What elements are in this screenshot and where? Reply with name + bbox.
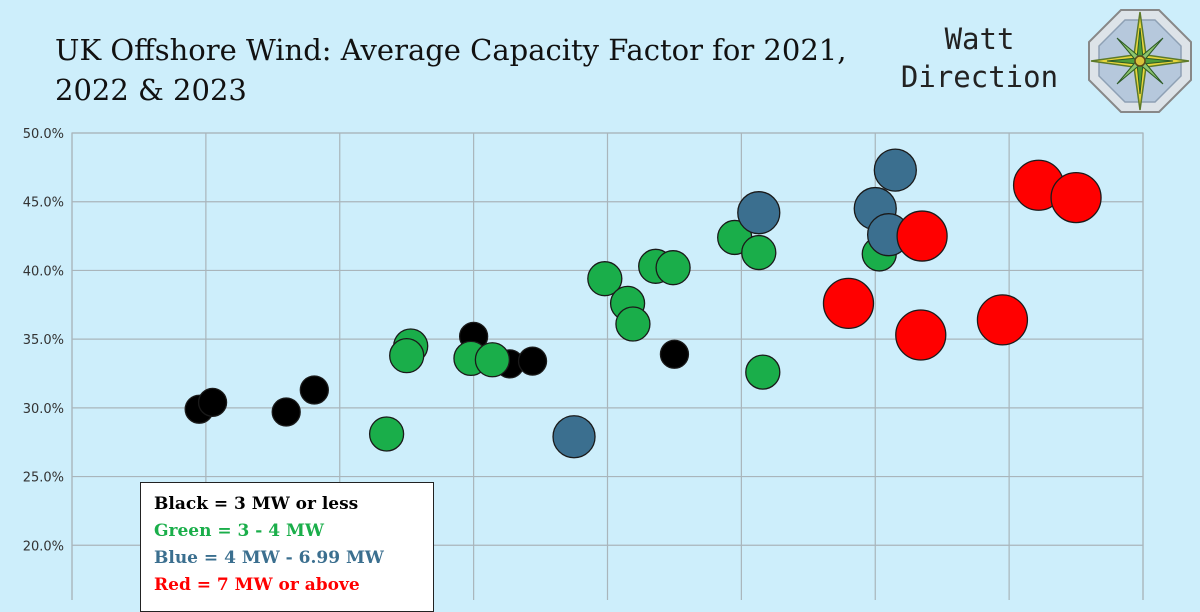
data-point bbox=[393, 328, 429, 364]
data-point bbox=[389, 337, 425, 374]
data-point bbox=[184, 394, 214, 424]
legend-item-red: Red = 7 MW or above bbox=[154, 575, 360, 595]
brand-line-1: Watt bbox=[944, 22, 1015, 56]
compass-rose-icon bbox=[1088, 9, 1192, 113]
y-tick-label: 50.0% bbox=[23, 127, 64, 142]
data-point bbox=[1050, 171, 1102, 224]
data-point bbox=[615, 306, 651, 342]
legend: Black = 3 MW or less Green = 3 - 4 MW Bl… bbox=[140, 482, 434, 612]
data-point bbox=[717, 219, 753, 256]
data-point bbox=[609, 285, 646, 322]
data-point bbox=[853, 186, 897, 231]
y-tick-label: 20.0% bbox=[23, 539, 64, 554]
data-point bbox=[587, 261, 623, 297]
y-axis-ticks: 15.0%20.0%25.0%30.0%35.0%40.0%45.0%50.0% bbox=[23, 127, 64, 554]
data-point bbox=[517, 346, 548, 376]
data-point bbox=[655, 250, 691, 286]
chart-title: UK Offshore Wind: Average Capacity Facto… bbox=[55, 33, 847, 107]
data-point bbox=[976, 294, 1029, 346]
y-tick-label: 25.0% bbox=[23, 471, 64, 486]
data-point bbox=[745, 354, 781, 390]
data-point bbox=[474, 342, 511, 378]
data-point bbox=[659, 339, 690, 369]
data-point bbox=[197, 387, 228, 418]
legend-item-black: Black = 3 MW or less bbox=[154, 494, 359, 514]
data-point bbox=[638, 248, 674, 284]
data-point bbox=[368, 416, 405, 452]
data-point bbox=[458, 321, 489, 352]
data-point bbox=[861, 236, 897, 272]
data-point bbox=[822, 277, 875, 330]
data-point bbox=[552, 415, 596, 459]
data-point bbox=[1012, 159, 1065, 211]
y-tick-label: 30.0% bbox=[23, 402, 64, 417]
data-point bbox=[866, 213, 911, 257]
y-tick-label: 45.0% bbox=[23, 196, 64, 211]
data-point bbox=[453, 340, 489, 377]
legend-item-green: Green = 3 - 4 MW bbox=[154, 521, 324, 541]
brand-name: Watt Direction bbox=[872, 20, 1087, 96]
y-tick-label: 35.0% bbox=[23, 333, 64, 348]
data-point bbox=[271, 397, 301, 427]
legend-item-blue: Blue = 4 MW - 6.99 MW bbox=[154, 548, 384, 568]
data-point bbox=[873, 148, 917, 192]
brand-line-2: Direction bbox=[900, 60, 1059, 94]
data-point bbox=[737, 191, 781, 235]
data-point bbox=[741, 234, 777, 271]
data-point bbox=[896, 210, 948, 262]
y-tick-label: 40.0% bbox=[23, 264, 64, 279]
data-point bbox=[895, 309, 947, 361]
data-point bbox=[299, 375, 329, 405]
data-point bbox=[495, 349, 525, 379]
data-points bbox=[184, 148, 1102, 459]
